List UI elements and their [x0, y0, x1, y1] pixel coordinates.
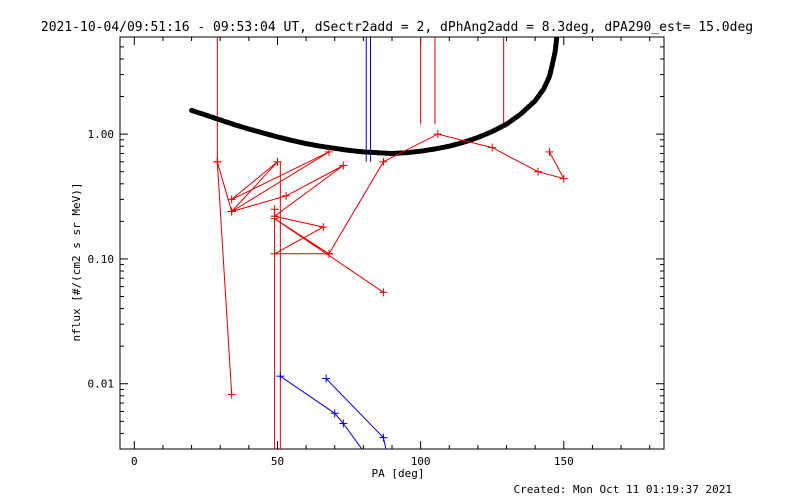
x-tick-label: 150: [554, 455, 574, 468]
series-line-4: [325, 378, 387, 449]
data-point: [227, 195, 236, 204]
data-point: [270, 205, 279, 214]
data-point: [339, 419, 348, 428]
data-point: [273, 157, 282, 166]
data-point: [545, 147, 554, 156]
data-point: [379, 433, 388, 442]
x-tick-label: 50: [271, 455, 284, 468]
x-axis-label: PA [deg]: [372, 467, 425, 480]
y-tick-label: 0.10: [88, 253, 115, 266]
y-axis-label: nflux [#/(cm2 s sr MeV)]: [70, 183, 83, 342]
data-point: [534, 167, 543, 176]
data-point: [213, 157, 222, 166]
data-point: [319, 223, 328, 232]
data-point: [559, 174, 568, 183]
model-dotted-curve: [189, 37, 560, 157]
y-tick-label: 1.00: [88, 128, 115, 141]
data-point: [433, 130, 442, 139]
created-timestamp: Created: Mon Oct 11 01:19:37 2021: [513, 483, 732, 496]
series-line-3: [280, 375, 363, 449]
plot-border: [119, 36, 665, 450]
y-tick-label: 0.01: [88, 378, 115, 391]
data-point: [282, 191, 291, 200]
data-point: [325, 249, 334, 258]
data-point: [379, 288, 388, 297]
data-point: [322, 374, 331, 383]
x-tick-label: 100: [411, 455, 431, 468]
data-point: [227, 390, 236, 399]
data-point: [276, 372, 285, 381]
axis-ticks: [120, 36, 664, 450]
data-point: [325, 147, 334, 156]
series-line-0: [216, 133, 565, 395]
data-point: [270, 214, 279, 223]
data-point: [227, 207, 236, 216]
plot-area: [189, 37, 568, 449]
tick-labels: 0 50 100 150 0.01 0.10 1.00: [88, 128, 574, 468]
chart-title: 2021-10-04/09:51:16 - 09:53:04 UT, dSect…: [41, 20, 753, 35]
plot-frame: [119, 36, 665, 450]
data-point: [379, 157, 388, 166]
data-point: [339, 161, 348, 170]
x-tick-label: 0: [131, 455, 138, 468]
data-point: [330, 409, 339, 418]
data-point: [488, 143, 497, 152]
